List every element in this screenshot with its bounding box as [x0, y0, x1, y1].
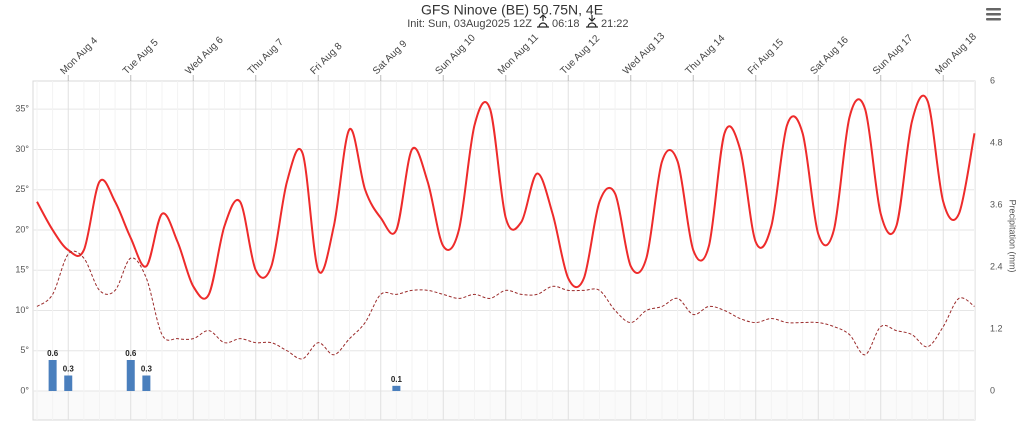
bar-label: 0.3	[63, 365, 75, 374]
y2-tick-label: 3.6	[990, 199, 1003, 209]
y-tick-label: 20°	[15, 224, 29, 234]
sunrise-icon	[537, 14, 549, 28]
y2-axis-title: Precipitation (mm)	[1008, 199, 1018, 272]
y-tick-label: 5°	[20, 345, 29, 355]
y-tick-label: 25°	[15, 184, 29, 194]
temperature-line	[36, 94, 976, 300]
precipitation-bar	[142, 375, 151, 391]
bar-label: 0.1	[391, 375, 403, 384]
grid	[33, 81, 975, 420]
y-tick-label: 15°	[15, 265, 29, 275]
y2-tick-label: 2.4	[990, 261, 1003, 271]
sunrise-time: 06:18	[552, 18, 580, 30]
chart-subtitle: Init: Sun, 03Aug2025 12Z	[407, 18, 532, 30]
bar-label: 0.6	[125, 349, 137, 358]
y2-tick-label: 0	[990, 385, 995, 395]
y-tick-label: 30°	[15, 144, 29, 154]
bar-label: 0.3	[141, 365, 153, 374]
precipitation-bar	[64, 375, 73, 391]
y-tick-label: 35°	[15, 104, 29, 114]
y2-tick-label: 4.8	[990, 137, 1003, 147]
sunset-icon	[586, 15, 598, 28]
sunset-time: 21:22	[601, 18, 629, 30]
y2-tick-label: 1.2	[990, 323, 1003, 333]
chart-title: GFS Ninove (BE) 50.75N, 4E	[421, 2, 603, 18]
y-tick-label: 0°	[20, 385, 29, 395]
menu-button[interactable]	[986, 8, 1001, 21]
bar-label: 0.6	[47, 349, 59, 358]
precipitation-bar	[48, 360, 57, 391]
precipitation-bar	[392, 385, 401, 391]
precipitation-bar	[126, 360, 135, 391]
dew-point-line	[36, 250, 975, 360]
y-tick-label: 10°	[15, 305, 29, 315]
y2-tick-label: 6	[990, 75, 995, 85]
